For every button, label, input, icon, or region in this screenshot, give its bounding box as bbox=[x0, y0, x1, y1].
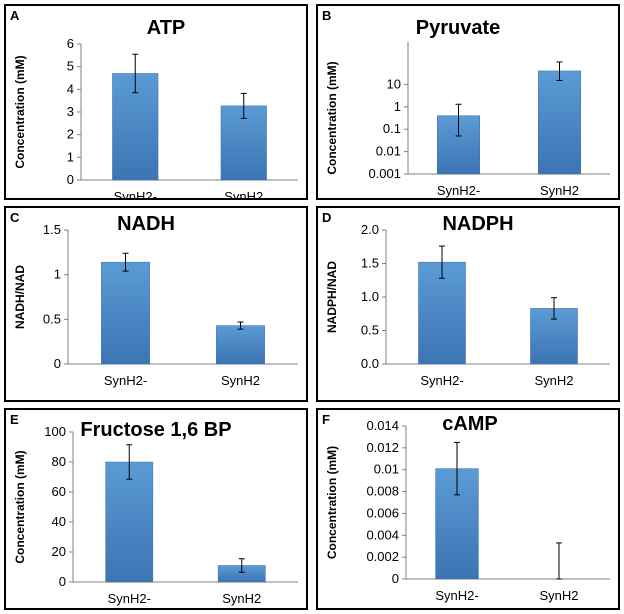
panel-letter: D bbox=[322, 210, 331, 225]
error-bar bbox=[132, 53, 139, 94]
y-tick-label: 3 bbox=[67, 104, 74, 119]
y-tick-label: 0 bbox=[54, 356, 61, 371]
y-tick-label: 0.01 bbox=[374, 462, 399, 477]
bar-synh2 bbox=[538, 70, 581, 175]
y-tick-label: 80 bbox=[52, 454, 66, 469]
chart-title: NADPH bbox=[442, 213, 513, 235]
x-category-label: SynH2- bbox=[437, 183, 480, 198]
y-tick-label: 0.014 bbox=[366, 418, 399, 433]
y-tick-label: 40 bbox=[52, 514, 66, 529]
x-category-label: SynH2 bbox=[224, 189, 263, 198]
y-tick-label: 0.1 bbox=[383, 121, 401, 136]
panel-b: B Pyruvate Concentration (mM) 0.001 0.01 0.1 1… bbox=[316, 4, 620, 200]
chart-e: E Fructose 1,6 BP Concentration (mM) 0 20 40 6… bbox=[10, 412, 298, 606]
y-tick-label: 1.5 bbox=[361, 256, 379, 271]
y-tick-label: 1 bbox=[54, 267, 61, 282]
bar-synh2 bbox=[101, 261, 150, 365]
y-tick-label: 0.008 bbox=[366, 484, 399, 499]
x-category-label: SynH2- bbox=[420, 373, 463, 388]
y-axis-label: Concentration (mM) bbox=[325, 446, 339, 559]
y-tick-label: 0.006 bbox=[366, 505, 399, 520]
y-tick-label: 1.0 bbox=[361, 289, 379, 304]
y-tick-label: 2.0 bbox=[361, 222, 379, 237]
chart-d: D NADPH NADPH/NAD 0.0 0.5 1.0 1.5 2.0 SynH2- SynH… bbox=[322, 210, 610, 388]
y-tick-label: 0.001 bbox=[368, 166, 401, 181]
error-bar bbox=[439, 245, 445, 279]
y-tick-label: 60 bbox=[52, 484, 66, 499]
x-category-label: SynH2 bbox=[539, 588, 578, 603]
error-bar bbox=[556, 542, 562, 580]
error-bar bbox=[556, 61, 563, 81]
x-category-label: SynH2- bbox=[435, 588, 478, 603]
y-axis-label: NADPH/NAD bbox=[325, 261, 339, 333]
y-tick-label: 0.0 bbox=[361, 356, 379, 371]
error-bar bbox=[126, 444, 133, 480]
panel-a: A ATP Concentration (mM) 0 1 2 3 4 5 6 SynH2- SynH2 bbox=[4, 4, 308, 200]
chart-title: cAMP bbox=[442, 413, 498, 435]
y-tick-label: 2 bbox=[67, 127, 74, 142]
x-category-label: SynH2- bbox=[104, 373, 147, 388]
y-tick-label: 1 bbox=[67, 149, 74, 164]
chart-title: Fructose 1,6 BP bbox=[80, 419, 231, 441]
y-tick-label: 6 bbox=[67, 36, 74, 51]
x-category-label: SynH2 bbox=[222, 591, 261, 606]
y-tick-label: 0 bbox=[392, 571, 399, 586]
y-tick-label: 1 bbox=[394, 99, 401, 114]
x-category-label: SynH2 bbox=[221, 373, 260, 388]
error-bar bbox=[551, 297, 557, 320]
x-category-label: SynH2 bbox=[540, 183, 579, 198]
chart-title: NADH bbox=[117, 213, 175, 235]
panel-letter: A bbox=[10, 8, 20, 23]
y-tick-label: 100 bbox=[44, 424, 66, 439]
error-bar bbox=[455, 103, 462, 137]
y-tick-label: 20 bbox=[52, 544, 66, 559]
y-tick-label: 0.002 bbox=[366, 549, 399, 564]
chart-a: A ATP Concentration (mM) 0 1 2 3 4 5 6 SynH2- SynH2 bbox=[10, 8, 298, 198]
y-tick-label: 0.5 bbox=[43, 311, 61, 326]
chart-title: Pyruvate bbox=[416, 17, 501, 39]
panel-letter: F bbox=[322, 412, 330, 427]
x-category-label: SynH2- bbox=[108, 591, 151, 606]
panel-letter: B bbox=[322, 8, 331, 23]
y-axis-label: Concentration (mM) bbox=[13, 55, 27, 168]
y-tick-label: 0.5 bbox=[361, 323, 379, 338]
y-tick-label: 0.012 bbox=[366, 440, 399, 455]
y-axis-label: Concentration (mM) bbox=[13, 450, 27, 563]
y-tick-label: 0 bbox=[59, 574, 66, 589]
error-bar bbox=[238, 558, 245, 573]
panel-c: C NADH NADH/NAD 0 0.5 1 1.5 SynH2- SynH2 bbox=[4, 206, 308, 402]
y-tick-label: 0.004 bbox=[366, 527, 399, 542]
chart-b: B Pyruvate Concentration (mM) 0.001 0.01 0.1 1… bbox=[322, 8, 610, 198]
y-tick-label: 4 bbox=[67, 81, 74, 96]
y-tick-label: 5 bbox=[67, 59, 74, 74]
panel-d: D NADPH NADPH/NAD 0.0 0.5 1.0 1.5 2.0 SynH2- SynH… bbox=[316, 206, 620, 402]
bar-synh2 bbox=[216, 325, 265, 365]
x-category-label: SynH2 bbox=[534, 373, 573, 388]
y-axis-label: Concentration (mM) bbox=[325, 61, 339, 174]
error-bar bbox=[240, 92, 247, 119]
panel-letter: C bbox=[10, 210, 20, 225]
bar-synh2 bbox=[105, 461, 154, 583]
x-category-label: SynH2- bbox=[114, 189, 157, 198]
y-axis-label: NADH/NAD bbox=[13, 265, 27, 329]
panel-e: E Fructose 1,6 BP Concentration (mM) 0 20 40 6… bbox=[4, 408, 308, 610]
panel-letter: E bbox=[10, 412, 19, 427]
y-tick-label: 0 bbox=[67, 172, 74, 187]
y-tick-label: 0.01 bbox=[376, 144, 401, 159]
chart-c: C NADH NADH/NAD 0 0.5 1 1.5 SynH2- SynH2 bbox=[10, 210, 298, 388]
y-tick-label: 1.5 bbox=[43, 222, 61, 237]
bar-synh2 bbox=[418, 261, 466, 365]
error-bar bbox=[454, 441, 460, 496]
error-bar bbox=[237, 321, 244, 330]
error-bar bbox=[122, 252, 129, 272]
chart-title: ATP bbox=[147, 17, 186, 39]
y-tick-label: 10 bbox=[387, 76, 401, 91]
